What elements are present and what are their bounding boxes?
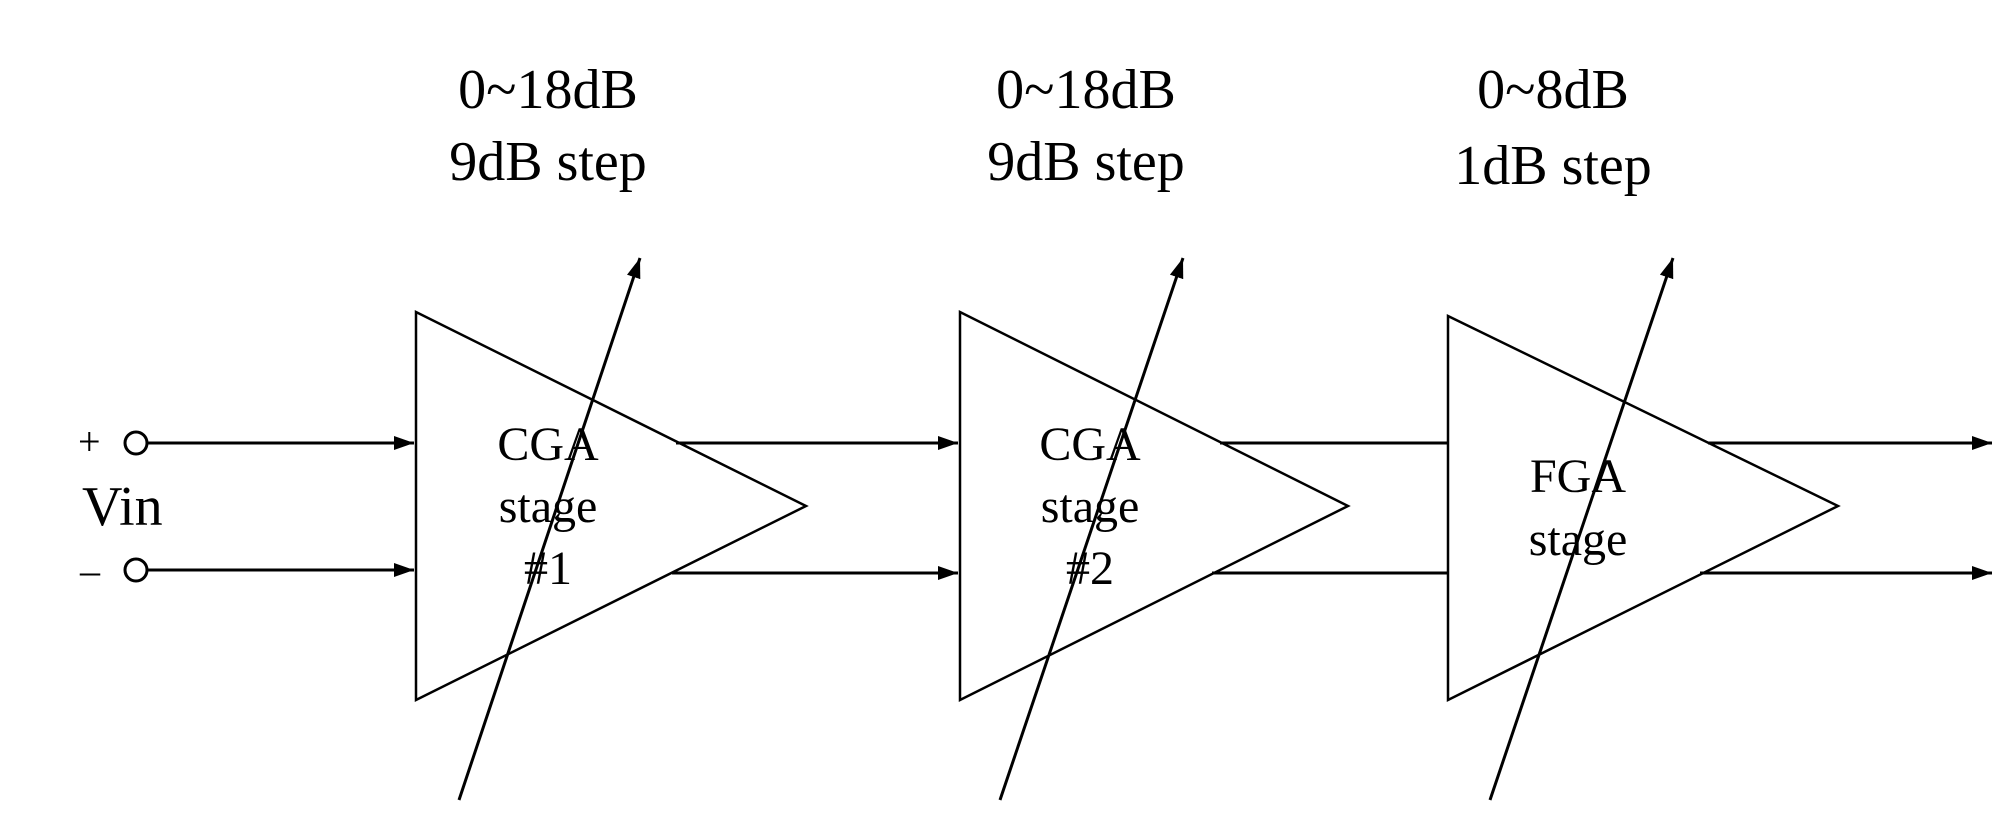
stage-2-amplifier-triangle	[958, 309, 1351, 703]
stage-2-step-label: 9dB step	[987, 131, 1185, 193]
stage-3-gain-control-arrow	[1488, 257, 1675, 801]
input-terminals: + Vin –	[78, 419, 414, 593]
stage-2-to-stage-3-wires	[1212, 441, 1448, 575]
stage-1-name-line3: #1	[524, 542, 572, 595]
stage-3-step-label: 1dB step	[1454, 135, 1652, 197]
stage-2: 0~18dB 9dB step CGA stage #2	[958, 59, 1351, 801]
stage-1-name-line1: CGA	[497, 418, 599, 471]
input-minus-terminal	[123, 557, 149, 583]
input-plus-terminal	[123, 430, 149, 456]
input-minus-sign: –	[79, 548, 101, 593]
input-plus-sign: +	[78, 419, 101, 464]
output-wires	[1700, 436, 1992, 580]
stage-1-name-line2: stage	[499, 480, 598, 533]
stage-3: 0~8dB 1dB step FGA stage	[1446, 59, 1841, 801]
stage-3-name-line2: stage	[1529, 513, 1628, 566]
stage-1-range-label: 0~18dB	[458, 59, 638, 121]
stage-2-name-line1: CGA	[1039, 418, 1141, 471]
stage-3-range-label: 0~8dB	[1477, 59, 1629, 121]
stage-3-name-line1: FGA	[1530, 450, 1626, 503]
input-label-vin: Vin	[82, 476, 163, 538]
stage-1-amplifier-triangle	[414, 309, 809, 703]
stage-2-range-label: 0~18dB	[996, 59, 1176, 121]
stage-1-gain-control-arrow	[457, 257, 642, 801]
stage-1-to-stage-2-wires	[672, 436, 958, 580]
stage-1: 0~18dB 9dB step CGA stage #1	[414, 59, 809, 801]
stage-1-step-label: 9dB step	[449, 131, 647, 193]
stage-2-gain-control-arrow	[998, 257, 1185, 801]
stage-2-name-line2: stage	[1041, 480, 1140, 533]
stage-3-amplifier-triangle	[1446, 314, 1841, 703]
stage-2-name-line3: #2	[1066, 542, 1114, 595]
